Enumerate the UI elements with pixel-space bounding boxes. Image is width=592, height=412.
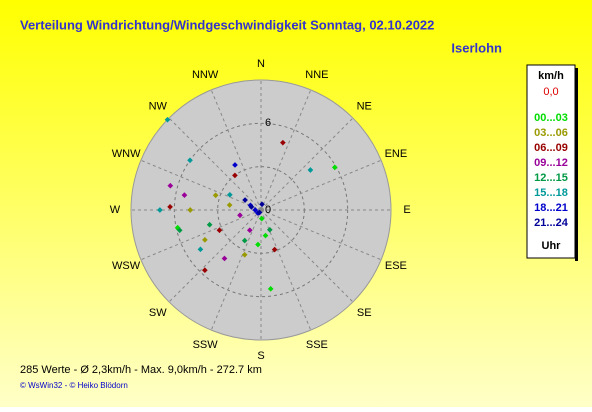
direction-label: NNE <box>305 69 328 81</box>
point <box>232 162 238 168</box>
point <box>202 267 208 274</box>
credit: © WsWin32 - © Heiko Blödorn <box>20 381 128 390</box>
point <box>167 203 173 210</box>
spoke <box>260 117 354 211</box>
legend-entry: 03...06 <box>534 127 568 139</box>
point <box>262 232 269 239</box>
point <box>307 167 314 173</box>
r-tick-label: 6 <box>265 117 271 129</box>
location: Iserlohn <box>451 40 502 55</box>
point <box>226 202 233 208</box>
point <box>227 191 233 198</box>
point <box>157 207 163 213</box>
point <box>241 237 248 244</box>
spoke <box>260 209 312 331</box>
direction-label: NW <box>149 101 168 113</box>
point <box>266 226 273 233</box>
direction-label: SW <box>149 307 167 319</box>
legend-entry: 00...03 <box>534 112 568 124</box>
spoke <box>168 209 262 303</box>
r-tick-label: 0 <box>265 204 271 216</box>
point <box>167 182 174 189</box>
point <box>237 212 243 219</box>
spoke <box>140 209 262 261</box>
point <box>197 246 204 253</box>
point <box>252 207 259 213</box>
point <box>255 241 261 248</box>
spoke <box>260 209 354 303</box>
point <box>267 286 274 292</box>
point <box>187 157 193 164</box>
point <box>242 197 248 203</box>
direction-label: SE <box>357 307 372 319</box>
legend-shadow <box>575 68 578 261</box>
legend-entry: 09...12 <box>534 157 568 169</box>
legend-title: km/h <box>538 70 564 82</box>
legend-box <box>526 64 576 259</box>
legend-current: 0,0 <box>543 86 558 98</box>
spoke <box>210 89 262 211</box>
point <box>259 201 265 208</box>
legend-entry: 15...18 <box>534 187 568 199</box>
legend-footer: Uhr <box>542 240 562 252</box>
spoke <box>260 209 382 261</box>
point <box>271 246 278 253</box>
spoke <box>140 159 262 211</box>
direction-label: SSE <box>306 339 328 351</box>
direction-label: WSW <box>112 260 141 272</box>
direction-label: E <box>403 204 410 216</box>
point <box>258 215 265 222</box>
point <box>331 164 338 171</box>
point <box>246 227 253 234</box>
footer: 285 Werte - Ø 2,3km/h - Max. 9,0km/h - 2… <box>20 364 262 376</box>
point <box>206 221 213 228</box>
point <box>212 192 219 199</box>
direction-label: W <box>110 204 121 216</box>
direction-label: NE <box>357 101 372 113</box>
direction-label: WNW <box>112 148 141 160</box>
direction-label: SSW <box>193 339 219 351</box>
direction-label: ENE <box>385 148 408 160</box>
point <box>164 116 171 123</box>
chart-title: Verteilung Windrichtung/Windgeschwindigk… <box>20 17 434 32</box>
direction-label: S <box>257 350 264 362</box>
point <box>181 192 188 198</box>
point <box>176 227 183 234</box>
legend-entry: 18...21 <box>534 202 568 214</box>
point <box>187 207 194 213</box>
point <box>256 209 263 216</box>
spoke <box>168 117 262 211</box>
point <box>280 139 286 146</box>
point <box>221 255 228 262</box>
direction-label: ESE <box>385 260 407 272</box>
legend-entry: 06...09 <box>534 142 568 154</box>
direction-label: NNW <box>192 69 219 81</box>
spoke <box>210 209 262 331</box>
point <box>241 251 248 258</box>
legend-entry: 12...15 <box>534 172 568 184</box>
point <box>232 172 238 179</box>
direction-label: N <box>257 58 265 70</box>
point <box>202 237 208 243</box>
spoke <box>260 159 382 211</box>
point <box>248 204 255 210</box>
spoke <box>260 89 312 211</box>
legend-entry: 21...24 <box>534 217 569 229</box>
